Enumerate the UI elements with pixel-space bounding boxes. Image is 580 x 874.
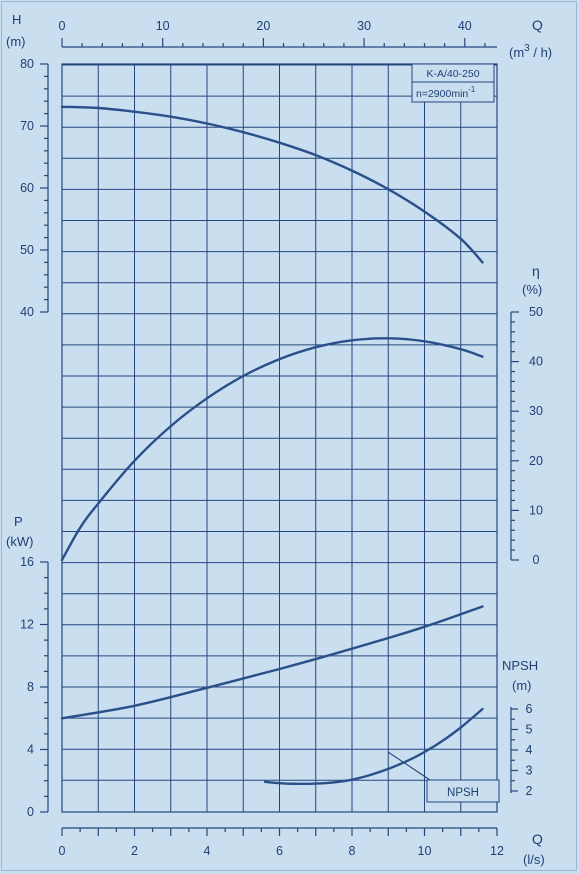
npsh-tick-label: 3: [526, 764, 533, 778]
axes: [40, 38, 519, 836]
q-m3h-axis-unit: (m3 / h): [509, 43, 552, 60]
q-ls-tick-label: 10: [418, 844, 432, 858]
npsh-callout: NPSH: [387, 751, 500, 803]
head-tick-label: 50: [20, 243, 34, 257]
npsh-tick-label: 6: [526, 702, 533, 716]
npsh-annotation: NPSH: [447, 787, 479, 799]
q-m3h-axis-label: Q: [532, 17, 543, 33]
head-axis-label: H: [12, 12, 21, 27]
npsh-axis-label: NPSH: [502, 658, 538, 673]
efficiency-axis-unit: (%): [522, 282, 542, 297]
q-ls-tick-label: 12: [490, 844, 504, 858]
model-label: K-A/40-250: [426, 68, 479, 80]
q-ls-tick-label: 6: [276, 844, 283, 858]
q-m3h-tick-label: 10: [156, 19, 170, 33]
head-tick-label: 80: [20, 57, 34, 71]
power-tick-label: 16: [20, 555, 34, 569]
npsh-curve: [263, 707, 484, 786]
efficiency-tick-label: 50: [529, 305, 543, 319]
power-tick-label: 4: [27, 743, 34, 757]
efficiency-tick-label: 0: [533, 553, 540, 567]
head-tick-label: 70: [20, 119, 34, 133]
power-tick-label: 12: [20, 618, 34, 632]
q-m3h-unit-sup: 3: [524, 43, 530, 54]
head-tick-label: 40: [20, 305, 34, 319]
q-ls-tick-label: 0: [59, 844, 66, 858]
head-axis-unit: (m): [6, 34, 26, 49]
head-curve: [60, 105, 484, 264]
speed-prefix: n=2900min: [416, 88, 468, 100]
q-m3h-tick-label: 0: [59, 19, 66, 33]
q-m3h-tick-label: 30: [357, 19, 371, 33]
labels: 0 10 20 30 40 0 2 4 6 8 10 12 40 50 60 70 80 0 4 8 12 16 0 10 20…: [20, 19, 543, 858]
npsh-tick-label: 4: [526, 743, 533, 757]
efficiency-axis-label: η: [532, 263, 540, 279]
npsh-tick-label: 5: [526, 723, 533, 737]
info-box: K-A/40-250 n=2900min-1: [411, 63, 495, 103]
q-ls-axis-unit: (l/s): [523, 852, 545, 867]
power-axis-unit: (kW): [6, 534, 33, 549]
head-tick-label: 60: [20, 181, 34, 195]
q-ls-tick-label: 8: [349, 844, 356, 858]
power-axis-label: P: [14, 514, 23, 529]
npsh-tick-label: 2: [526, 784, 533, 798]
grid: [61, 63, 498, 813]
efficiency-tick-label: 30: [529, 404, 543, 418]
q-ls-tick-label: 2: [131, 844, 138, 858]
curves: [60, 105, 484, 786]
q-m3h-unit-suffix: / h): [530, 45, 552, 60]
npsh-axis-unit: (m): [512, 678, 532, 693]
power-tick-label: 0: [27, 805, 34, 819]
power-tick-label: 8: [27, 680, 34, 694]
speed-exponent: -1: [468, 85, 476, 94]
q-m3h-tick-label: 40: [458, 19, 472, 33]
efficiency-tick-label: 40: [529, 355, 543, 369]
q-ls-axis-label: Q: [532, 831, 543, 847]
q-ls-tick-label: 4: [204, 844, 211, 858]
efficiency-tick-label: 10: [529, 503, 543, 517]
q-m3h-tick-label: 20: [256, 19, 270, 33]
speed-label: n=2900min-1: [416, 85, 476, 100]
q-m3h-unit-prefix: (m: [509, 45, 524, 60]
efficiency-tick-label: 20: [529, 454, 543, 468]
efficiency-curve: [60, 337, 484, 562]
power-curve: [60, 605, 484, 720]
